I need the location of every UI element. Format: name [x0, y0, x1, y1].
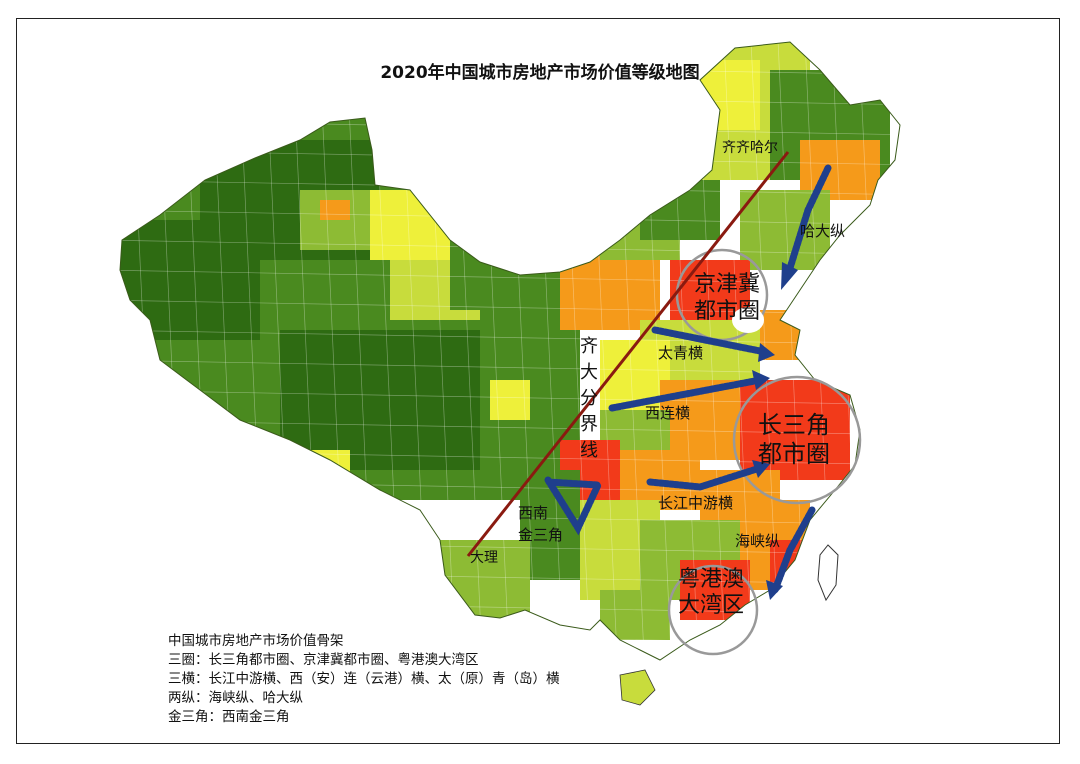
region-patch: [310, 450, 350, 475]
changsanjiao-label-1: 长三角: [758, 411, 830, 439]
haixia-arrowhead: [766, 580, 783, 600]
region-border: [120, 299, 900, 316]
legend-line-4: 金三角：西南金三角: [168, 709, 290, 725]
xilian-arrow: [608, 376, 764, 412]
region-border: [120, 329, 900, 346]
xinan-label-1: 西南: [518, 504, 548, 522]
qi-da-divide-line: [466, 151, 790, 557]
xilian-arrowhead: [752, 370, 770, 390]
xinan-triangle: [544, 476, 604, 536]
jingjinji-label-2: 都市圈: [694, 299, 760, 324]
qiqihar-label: 齐齐哈尔: [722, 140, 778, 156]
boundary-char-2: 大: [580, 362, 598, 383]
hainan-island: [619, 669, 656, 706]
hada-label: 哈大纵: [800, 222, 845, 240]
bohai-inset: [732, 307, 764, 333]
legend: 中国城市房地产市场价值骨架 三圈：长三角都市圈、京津冀都市圈、粤港澳大湾区 三横…: [168, 632, 560, 727]
boundary-char-3: 分: [580, 388, 598, 409]
region-patch: [360, 380, 480, 460]
china-outline: [119, 41, 901, 661]
map-title: 2020年中国城市房地产市场价值等级地图: [380, 63, 700, 83]
changsanjiao-circle: [732, 375, 862, 505]
haixia-arrow: [771, 506, 816, 594]
region-patch: [490, 380, 530, 420]
changjiang-arrowhead: [752, 460, 770, 478]
legend-line-2: 三横：长江中游横、西（安）连（云港）横、太（原）青（岛）横: [168, 671, 560, 687]
taiqing-arrow: [651, 326, 769, 356]
yuegangao-label-1: 粤港澳: [678, 567, 744, 592]
boundary-char-4: 界: [580, 414, 598, 435]
yuegangao-label-2: 大湾区: [678, 593, 744, 618]
legend-line-1: 三圈：长三角都市圈、京津冀都市圈、粤港澳大湾区: [168, 652, 479, 668]
region-border: [120, 359, 900, 376]
region-border: [129, 42, 161, 660]
taiwan-island: [817, 544, 839, 602]
taiqing-arrowhead: [758, 343, 775, 362]
hada-arrow: [786, 164, 832, 272]
taiqing-label: 太青横: [658, 344, 703, 362]
legend-heading: 中国城市房地产市场价值骨架: [168, 633, 344, 649]
region-patch: [320, 200, 350, 220]
jingjinji-label-1: 京津冀: [694, 272, 760, 297]
haixia-label: 海峡纵: [735, 532, 780, 550]
changsanjiao-label-2: 都市圈: [758, 440, 830, 468]
region-patch: [450, 230, 570, 310]
legend-line-3: 两纵：海峡纵、哈大纵: [168, 690, 303, 706]
region-patch: [600, 590, 670, 640]
region-border: [120, 389, 900, 406]
xinan-label-2: 金三角: [518, 526, 563, 544]
hada-arrowhead: [781, 262, 798, 290]
changjiang-arrow: [646, 464, 764, 491]
region-fills: [120, 42, 900, 660]
yuegangao-circle: [667, 564, 759, 656]
boundary-char-1: 齐: [580, 336, 598, 357]
region-border: [723, 42, 755, 660]
dali-label: 大理: [470, 550, 498, 566]
changjiang-label: 长江中游横: [658, 494, 733, 512]
boundary-char-5: 线: [580, 440, 598, 461]
region-patch: [700, 60, 760, 130]
xilian-label: 西连横: [645, 404, 690, 422]
